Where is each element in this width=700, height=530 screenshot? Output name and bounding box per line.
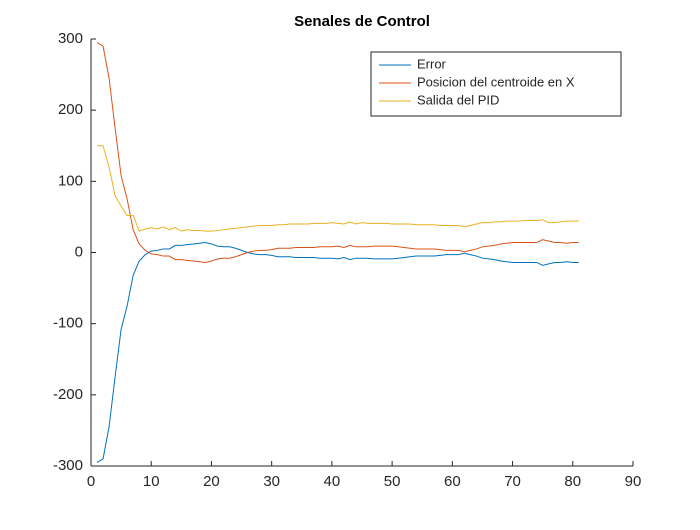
x-tick-label: 50 [384, 473, 401, 490]
x-tick-label: 90 [625, 473, 642, 490]
legend-label: Error [417, 56, 447, 71]
legend-label: Salida del PID [417, 92, 499, 107]
legend-box [370, 51, 622, 117]
line-series [96, 42, 579, 263]
legend-label: Posicion del centroide en X [417, 74, 575, 89]
x-tick-label: 30 [263, 473, 280, 490]
line-series [96, 242, 579, 463]
x-tick-label: 20 [203, 473, 220, 490]
x-tick-label: 80 [564, 473, 581, 490]
y-tick-label: 100 [58, 172, 83, 189]
x-tick-label: 40 [324, 473, 341, 490]
chart-title: Senales de Control [294, 13, 430, 30]
y-tick-label: 300 [58, 30, 83, 47]
y-tick-label: 0 [75, 243, 83, 260]
x-tick-label: 0 [87, 473, 95, 490]
y-tick-label: -100 [53, 315, 83, 332]
line-series [97, 145, 579, 232]
y-tick-label: -200 [53, 386, 83, 403]
y-tick-label: -300 [53, 457, 83, 474]
x-tick-label: 60 [444, 473, 461, 490]
x-tick-label: 10 [143, 473, 160, 490]
y-tick-label: 200 [58, 101, 83, 118]
x-tick-label: 70 [504, 473, 521, 490]
